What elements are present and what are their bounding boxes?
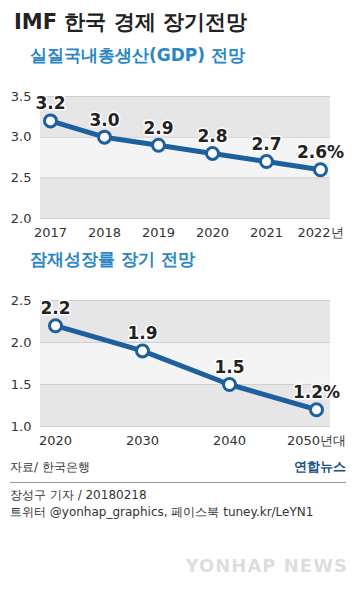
svg-text:2050년대: 2050년대 [287, 433, 346, 448]
svg-text:2019: 2019 [142, 225, 175, 240]
html-text:장성구 기자 / 20180218: 장성구 기자 / 20180218 [10, 488, 147, 502]
svg-text:2.2: 2.2 [40, 298, 70, 318]
svg-text:3.5: 3.5 [11, 89, 32, 104]
svg-text:2020: 2020 [39, 433, 72, 448]
svg-text:2018: 2018 [88, 225, 121, 240]
svg-text:1.2%: 1.2% [293, 382, 340, 402]
svg-text:2.0: 2.0 [11, 335, 32, 350]
svg-text:2.5: 2.5 [11, 293, 32, 308]
html-text:실질국내총생산(GDP) 전망: 실질국내총생산(GDP) 전망 [30, 45, 245, 65]
svg-text:2020: 2020 [196, 225, 229, 240]
svg-text:1.0: 1.0 [11, 419, 32, 434]
svg-text:2030: 2030 [126, 433, 159, 448]
svg-text:3.0: 3.0 [11, 129, 32, 144]
svg-text:2.0: 2.0 [11, 211, 32, 226]
svg-text:2.7: 2.7 [251, 134, 281, 154]
svg-text:2040: 2040 [213, 433, 246, 448]
html-text:트위터 @yonhap_graphics, 페이스북 tun: 트위터 @yonhap_graphics, 페이스북 tuney.kr/LeYN… [10, 505, 314, 519]
html-text:IMF 한국 경제 장기전망: IMF 한국 경제 장기전망 [14, 10, 247, 34]
html-text:잠재성장률 장기 전망: 잠재성장률 장기 전망 [30, 249, 195, 269]
svg-text:1.5: 1.5 [11, 377, 32, 392]
svg-text:2.9: 2.9 [143, 118, 173, 138]
svg-text:2022년: 2022년 [297, 225, 343, 240]
svg-text:2.8: 2.8 [197, 126, 227, 146]
svg-text:3.2: 3.2 [35, 93, 65, 113]
svg-text:1.5: 1.5 [214, 357, 244, 377]
svg-text:2.6%: 2.6% [297, 142, 344, 162]
html-text:자료/ 한국은행: 자료/ 한국은행 [10, 459, 90, 474]
svg-text:2.5: 2.5 [11, 170, 32, 185]
svg-text:2017: 2017 [34, 225, 67, 240]
svg-text:1.9: 1.9 [127, 323, 157, 343]
html-text:YONHAP NEWS: YONHAP NEWS [185, 555, 348, 576]
html-text:연합뉴스: 연합뉴스 [294, 459, 346, 474]
svg-text:3.0: 3.0 [89, 110, 119, 130]
svg-text:2021: 2021 [250, 225, 283, 240]
